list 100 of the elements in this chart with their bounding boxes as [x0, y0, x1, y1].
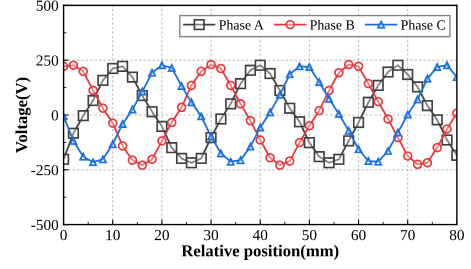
x-tick-label: 10 [106, 230, 120, 240]
point [215, 113, 227, 125]
point [246, 116, 256, 126]
point [146, 106, 158, 118]
point [107, 62, 118, 74]
point [97, 74, 109, 86]
point [305, 63, 314, 71]
point [384, 146, 392, 155]
point [89, 158, 98, 166]
point [78, 66, 88, 76]
point [404, 110, 412, 119]
point [373, 96, 384, 106]
point [333, 154, 345, 165]
point [166, 142, 178, 154]
point [226, 158, 235, 166]
point [362, 96, 374, 108]
point [422, 158, 432, 168]
point [168, 64, 176, 72]
point [372, 80, 384, 92]
x-tick-label: 80 [450, 230, 464, 240]
point [402, 68, 414, 80]
y-tick-label: 250 [36, 55, 58, 66]
x-tick-label: 0 [60, 230, 67, 240]
point [423, 74, 432, 83]
point [354, 62, 364, 72]
point [314, 151, 325, 162]
y-axis-title: Voltage(V) [15, 78, 31, 153]
x-tick-label: 60 [352, 230, 366, 240]
point [108, 140, 117, 148]
point [334, 68, 344, 78]
point [197, 112, 206, 120]
point [443, 61, 451, 70]
point [412, 160, 422, 170]
point [69, 136, 78, 145]
point [68, 60, 78, 70]
x-tick-label: 70 [401, 230, 415, 240]
point [236, 156, 245, 164]
point [294, 138, 304, 148]
point [196, 152, 207, 164]
legend-label: Phase C [401, 20, 445, 30]
point [334, 110, 343, 118]
point [225, 98, 236, 110]
point [433, 63, 442, 71]
point [392, 60, 404, 71]
point [244, 64, 256, 76]
point [265, 152, 275, 163]
point [304, 120, 314, 131]
point [304, 136, 316, 148]
x-tick-label: 50 [302, 230, 316, 240]
x-axis-title: Relative position(mm) [182, 244, 338, 260]
point [284, 102, 296, 114]
y-tick-label: -250 [31, 164, 58, 176]
point [275, 160, 285, 170]
point [284, 156, 295, 166]
point [264, 68, 276, 80]
point [176, 102, 186, 112]
point [432, 142, 442, 152]
point [354, 145, 363, 154]
point [344, 60, 354, 70]
point [118, 141, 128, 151]
point [352, 116, 364, 128]
point [196, 66, 206, 76]
point [344, 126, 353, 135]
y-tick-label: -500 [31, 220, 58, 230]
point [314, 106, 324, 116]
x-tick-label: 40 [252, 230, 268, 240]
point [118, 120, 127, 128]
point [296, 62, 304, 70]
point [294, 116, 306, 128]
point [414, 95, 422, 104]
point [78, 110, 89, 122]
point [442, 124, 452, 134]
point [206, 60, 216, 70]
point [216, 64, 226, 74]
point [176, 152, 188, 164]
point [128, 106, 136, 114]
point [236, 99, 246, 109]
point [324, 86, 334, 96]
point [178, 82, 186, 90]
point [286, 70, 294, 78]
point [108, 118, 118, 128]
point [422, 100, 433, 112]
point [157, 136, 167, 146]
point [158, 61, 166, 70]
point [156, 120, 168, 132]
point [147, 154, 157, 164]
point [186, 80, 196, 90]
point [137, 160, 148, 170]
point [323, 157, 335, 168]
point [187, 98, 196, 106]
point [116, 60, 128, 72]
point [88, 86, 98, 96]
point [254, 60, 266, 71]
legend-label: Phase B [310, 20, 354, 30]
point [148, 68, 156, 77]
point [246, 142, 254, 151]
y-tick-label: 0 [52, 110, 58, 120]
point [382, 66, 394, 78]
point [364, 157, 372, 165]
legend-label: Phase A [219, 20, 264, 30]
